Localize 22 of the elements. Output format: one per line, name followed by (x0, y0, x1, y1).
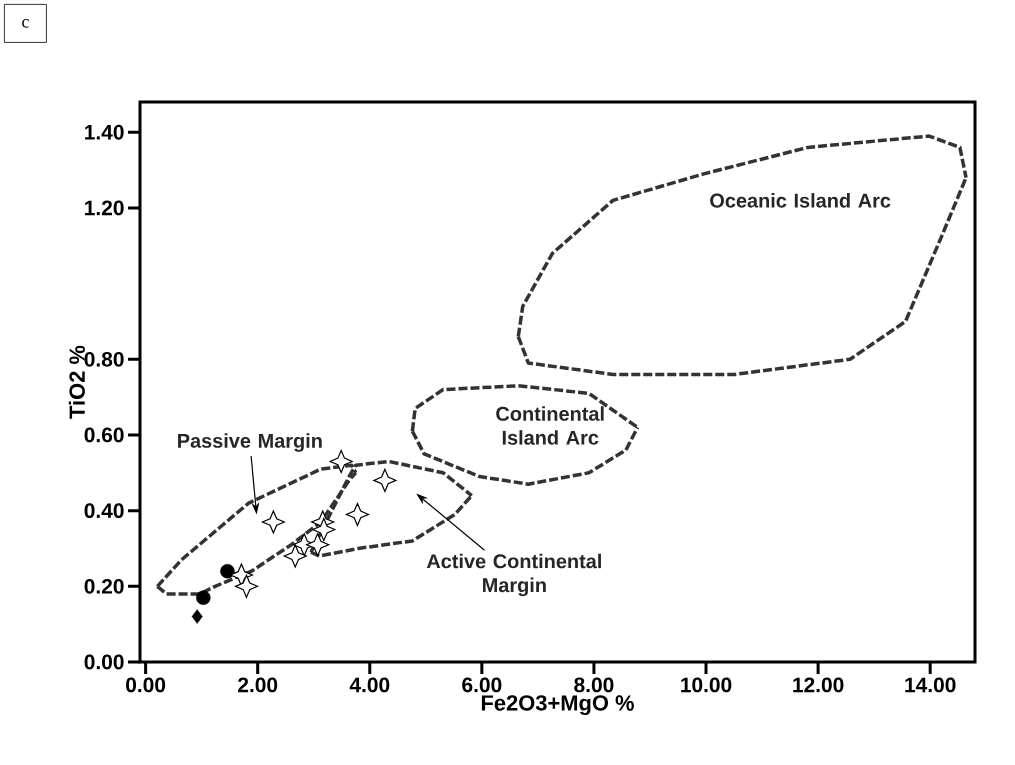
x-tick-label: 8.00 (574, 677, 614, 693)
x-axis-title: Fe2O3+MgO % (481, 695, 634, 716)
x-tick-label: 2.00 (238, 677, 278, 693)
y-tick-label: 0.80 (84, 351, 124, 367)
x-tick-label: 4.00 (349, 677, 390, 693)
annotation: Continental Island Arc (496, 406, 604, 445)
y-tick-label: 1.40 (85, 124, 124, 140)
chart-title: c (22, 19, 29, 28)
x-tick-label: 10.00 (681, 677, 732, 693)
x-tick-label: 0.00 (126, 677, 166, 693)
y-tick-label: 0.00 (84, 654, 124, 670)
y-tick-label: 1.20 (85, 200, 124, 216)
annotation: Active Continental Margin (426, 553, 601, 597)
annotation: Passive Margin (178, 433, 322, 452)
x-tick-label: 14.00 (905, 677, 956, 693)
y-tick-label: 0.20 (84, 578, 124, 594)
y-tick-label: 0.40 (84, 503, 124, 519)
y-tick-label: 0.60 (84, 427, 124, 443)
x-tick-label: 6.00 (462, 677, 502, 693)
y-axis-title: TiO2 % (68, 345, 85, 419)
annotation: Oceanic Island Arc (710, 193, 891, 208)
x-tick-label: 12.00 (793, 677, 844, 693)
